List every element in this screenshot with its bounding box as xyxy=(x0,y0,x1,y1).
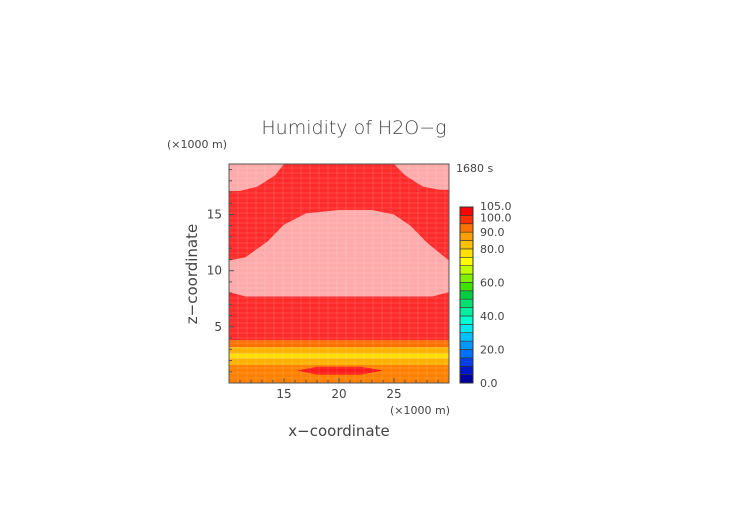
chart-title: Humidity of H2O−g xyxy=(261,117,446,139)
colorbar-swatch xyxy=(459,315,474,325)
colorbar-swatch xyxy=(459,374,474,384)
colorbar-label: 90.0 xyxy=(480,226,505,239)
colorbar-label: 20.0 xyxy=(480,343,505,356)
colorbar-swatch xyxy=(459,307,474,317)
colorbar-label: 60.0 xyxy=(480,276,505,289)
colorbar-swatch xyxy=(459,357,474,367)
lower-band-3-region xyxy=(229,353,449,359)
lower-band-4-region xyxy=(229,358,449,366)
colorbar-swatch xyxy=(459,282,474,292)
x-axis-label: x−coordinate xyxy=(288,422,389,440)
upper-saturated-cloud-region xyxy=(229,210,449,297)
colorbar-swatch xyxy=(459,298,474,308)
plot-area xyxy=(229,164,449,383)
x-tick-label: 15 xyxy=(276,387,291,401)
colorbar-swatch xyxy=(459,248,474,258)
colorbar-swatch xyxy=(459,290,474,300)
y-tick-label: 5 xyxy=(214,320,222,334)
plot-frame xyxy=(228,163,450,384)
colorbar-swatch xyxy=(459,206,474,216)
x-tick-label: 20 xyxy=(331,387,346,401)
colorbar-swatch xyxy=(459,340,474,350)
colorbar-swatch xyxy=(459,215,474,225)
colorbar-label: 105.0 xyxy=(480,200,512,213)
colorbar-swatch xyxy=(459,273,474,283)
model-grid xyxy=(229,164,449,383)
time-label: 1680 s xyxy=(456,162,493,175)
y-tick-label: 15 xyxy=(207,208,222,222)
colorbar-swatch xyxy=(459,240,474,250)
colorbar-label: 0.0 xyxy=(480,377,498,390)
colorbar-swatch xyxy=(459,332,474,342)
x-unit-label: (×1000 m) xyxy=(390,404,450,417)
colorbar-label: 80.0 xyxy=(480,243,505,256)
near-surface-saturated-region xyxy=(297,366,383,375)
lower-band-1-region xyxy=(229,340,449,348)
colorbar-swatch xyxy=(459,265,474,275)
colorbar-label: 100.0 xyxy=(480,211,512,224)
y-tick-label: 10 xyxy=(207,264,222,278)
x-tick-label: 25 xyxy=(386,387,401,401)
y-unit-label: (×1000 m) xyxy=(167,138,227,151)
colorbar-swatch xyxy=(459,324,474,334)
colorbar-swatch xyxy=(459,256,474,266)
lower-band-2-region xyxy=(229,347,449,354)
top-left-cloud-region xyxy=(229,164,284,191)
top-right-cloud-region xyxy=(394,164,449,190)
colorbar-swatch xyxy=(459,349,474,359)
colorbar-swatch xyxy=(459,365,474,375)
colorbar-swatch xyxy=(459,223,474,233)
colorbar-label: 40.0 xyxy=(480,310,505,323)
colorbar-frame xyxy=(459,206,474,384)
colorbar-swatch xyxy=(459,231,474,241)
y-axis-label: z−coordinate xyxy=(183,224,201,324)
